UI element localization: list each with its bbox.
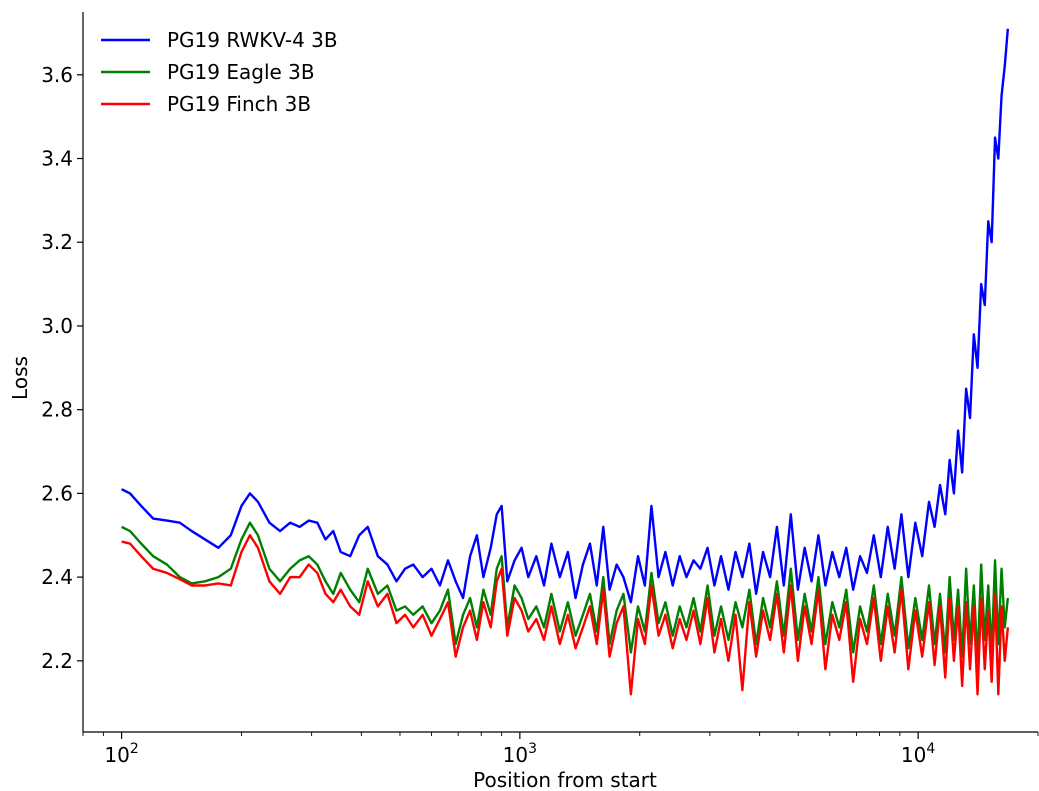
legend-label-0: PG19 RWKV-4 3B xyxy=(167,28,338,52)
y-ticks: 2.2 2.4 2.6 2.8 3.0 3.2 3.4 3.6 xyxy=(41,63,83,673)
y-tick-label: 2.6 xyxy=(41,481,73,505)
series-line-2 xyxy=(121,534,1010,696)
y-tick-label: 3.6 xyxy=(41,63,73,87)
series-line-1 xyxy=(121,521,1010,663)
y-tick-label: 3.0 xyxy=(41,314,73,338)
x-axis-label: Position from start xyxy=(473,768,657,791)
x-tick-label: 103 xyxy=(503,741,537,767)
x-tick-label: 104 xyxy=(901,741,935,767)
series-layer xyxy=(121,28,1010,696)
y-tick-label: 3.4 xyxy=(41,147,73,171)
x-ticks: 102 103 104 xyxy=(82,732,1039,767)
y-axis-label: Loss xyxy=(8,356,32,400)
y-tick-label: 2.2 xyxy=(41,649,73,673)
series-line-0 xyxy=(121,28,1010,604)
y-tick-label: 2.4 xyxy=(41,565,73,589)
legend: PG19 RWKV-4 3B PG19 Eagle 3B PG19 Finch 3B xyxy=(101,28,338,116)
legend-label-2: PG19 Finch 3B xyxy=(167,92,311,116)
x-tick-label: 102 xyxy=(104,741,138,767)
legend-label-1: PG19 Eagle 3B xyxy=(167,60,315,84)
y-tick-label: 3.2 xyxy=(41,230,73,254)
y-tick-label: 2.8 xyxy=(41,398,73,422)
